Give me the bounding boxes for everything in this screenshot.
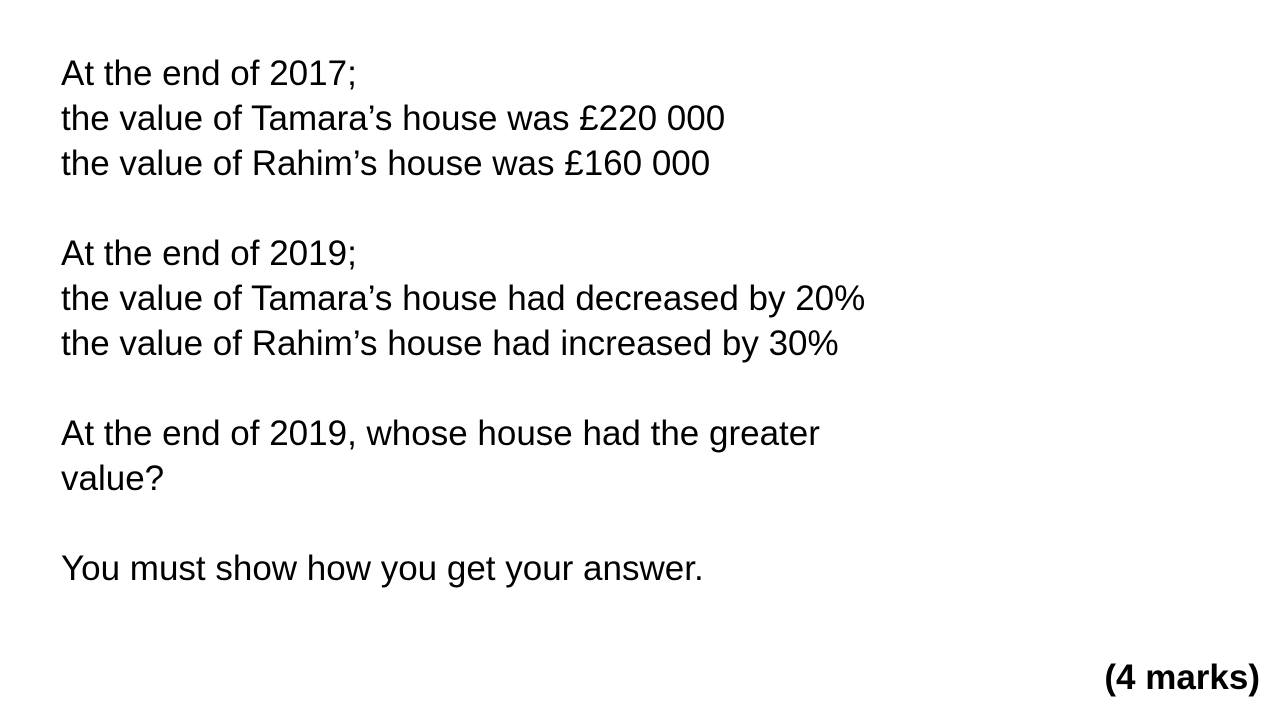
block-2019-heading: At the end of 2019; — [61, 234, 357, 273]
question-text: At the end of 2017; the value of Tamara’… — [61, 51, 1061, 591]
instruction-block: You must show how you get your answer. — [61, 546, 1061, 591]
block-2019: At the end of 2019; the value of Tamara’… — [61, 231, 1061, 366]
tamara-2019-change: the value of Tamara’s house had decrease… — [61, 279, 866, 318]
rahim-2017-value: the value of Rahim’s house was £160 000 — [61, 144, 711, 183]
rahim-2019-change: the value of Rahim’s house had increased… — [61, 324, 839, 363]
tamara-2017-value: the value of Tamara’s house was £220 000 — [61, 99, 726, 138]
marks-label: (4 marks) — [1104, 658, 1260, 697]
block-2017: At the end of 2017; the value of Tamara’… — [61, 51, 1061, 186]
block-2017-heading: At the end of 2017; — [61, 54, 357, 93]
question-prompt-block: At the end of 2019, whose house had the … — [61, 411, 1061, 501]
instruction-text: You must show how you get your answer. — [61, 549, 704, 588]
question-prompt: At the end of 2019, whose house had the … — [61, 414, 820, 498]
